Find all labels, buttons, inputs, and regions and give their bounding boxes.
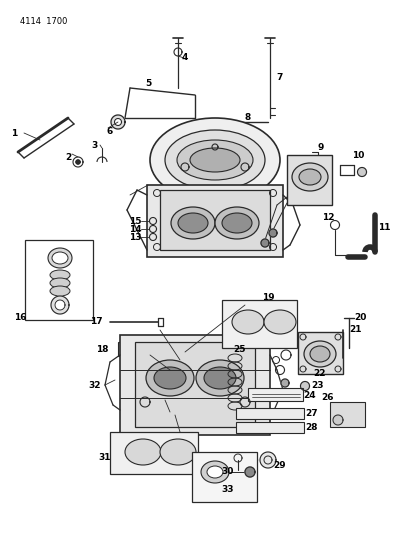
Text: 31: 31 bbox=[99, 454, 111, 463]
Text: 19: 19 bbox=[262, 293, 274, 302]
Text: 8: 8 bbox=[245, 112, 251, 122]
Polygon shape bbox=[281, 379, 289, 387]
Text: 11: 11 bbox=[378, 223, 390, 232]
Polygon shape bbox=[269, 229, 277, 237]
Text: 2: 2 bbox=[65, 152, 71, 161]
Polygon shape bbox=[76, 160, 80, 164]
Text: 28: 28 bbox=[306, 424, 318, 432]
Text: 9: 9 bbox=[318, 143, 324, 152]
Ellipse shape bbox=[310, 346, 330, 362]
Text: 12: 12 bbox=[322, 214, 334, 222]
Polygon shape bbox=[333, 415, 343, 425]
Text: 5: 5 bbox=[145, 79, 151, 88]
Ellipse shape bbox=[154, 367, 186, 389]
Ellipse shape bbox=[52, 252, 68, 264]
Text: 25: 25 bbox=[234, 345, 246, 354]
Ellipse shape bbox=[204, 367, 236, 389]
Polygon shape bbox=[301, 382, 310, 391]
Ellipse shape bbox=[190, 148, 240, 172]
Bar bbox=[287, 155, 332, 205]
Text: 16: 16 bbox=[14, 313, 26, 322]
Polygon shape bbox=[261, 239, 269, 247]
Ellipse shape bbox=[292, 163, 328, 191]
Bar bbox=[118, 342, 150, 356]
Ellipse shape bbox=[196, 360, 244, 396]
Text: 4114  1700: 4114 1700 bbox=[20, 17, 67, 26]
Ellipse shape bbox=[178, 213, 208, 233]
Ellipse shape bbox=[150, 118, 280, 202]
Text: 15: 15 bbox=[129, 216, 141, 225]
Ellipse shape bbox=[50, 270, 70, 280]
Text: 13: 13 bbox=[129, 232, 141, 241]
Ellipse shape bbox=[201, 461, 229, 483]
Text: 22: 22 bbox=[314, 369, 326, 378]
Bar bbox=[192, 452, 257, 502]
Bar bbox=[248, 388, 303, 401]
Ellipse shape bbox=[48, 248, 72, 268]
Bar bbox=[236, 422, 304, 433]
Polygon shape bbox=[51, 296, 69, 314]
Bar bbox=[25, 240, 93, 320]
Text: 23: 23 bbox=[312, 381, 324, 390]
Bar bbox=[135, 342, 255, 427]
Ellipse shape bbox=[299, 169, 321, 185]
Ellipse shape bbox=[222, 213, 252, 233]
Ellipse shape bbox=[146, 360, 194, 396]
Bar bbox=[330, 402, 365, 427]
Polygon shape bbox=[115, 118, 122, 125]
Polygon shape bbox=[357, 167, 366, 176]
Text: 30: 30 bbox=[222, 467, 234, 477]
Ellipse shape bbox=[264, 310, 296, 334]
Polygon shape bbox=[55, 300, 65, 310]
Bar bbox=[298, 332, 343, 374]
Polygon shape bbox=[260, 452, 276, 468]
Text: 32: 32 bbox=[89, 381, 101, 390]
Ellipse shape bbox=[50, 278, 70, 288]
Ellipse shape bbox=[160, 439, 196, 465]
Text: 1: 1 bbox=[11, 128, 17, 138]
Text: 27: 27 bbox=[306, 409, 318, 418]
Polygon shape bbox=[245, 467, 255, 477]
Ellipse shape bbox=[304, 341, 336, 367]
Text: 29: 29 bbox=[274, 461, 286, 470]
Text: 26: 26 bbox=[322, 393, 334, 402]
Ellipse shape bbox=[207, 466, 223, 478]
Text: 3: 3 bbox=[92, 141, 98, 149]
Bar bbox=[120, 335, 270, 435]
Text: 17: 17 bbox=[90, 318, 102, 327]
Ellipse shape bbox=[165, 130, 265, 190]
Polygon shape bbox=[111, 115, 125, 129]
Text: 7: 7 bbox=[277, 74, 283, 83]
Text: 33: 33 bbox=[222, 486, 234, 495]
Bar bbox=[110, 432, 198, 474]
Text: 14: 14 bbox=[129, 224, 141, 233]
Text: 4: 4 bbox=[182, 53, 188, 62]
Ellipse shape bbox=[232, 310, 264, 334]
Ellipse shape bbox=[171, 207, 215, 239]
Text: 24: 24 bbox=[304, 391, 316, 400]
Bar bbox=[160, 190, 270, 250]
Text: 20: 20 bbox=[354, 313, 366, 322]
Ellipse shape bbox=[177, 140, 253, 180]
Bar bbox=[147, 185, 283, 257]
Text: 18: 18 bbox=[96, 344, 108, 353]
Ellipse shape bbox=[125, 439, 161, 465]
Text: 6: 6 bbox=[107, 127, 113, 136]
Text: 10: 10 bbox=[352, 150, 364, 159]
Ellipse shape bbox=[215, 207, 259, 239]
Bar bbox=[236, 408, 304, 419]
Text: 21: 21 bbox=[349, 326, 361, 335]
Ellipse shape bbox=[50, 286, 70, 296]
Bar bbox=[222, 300, 297, 348]
